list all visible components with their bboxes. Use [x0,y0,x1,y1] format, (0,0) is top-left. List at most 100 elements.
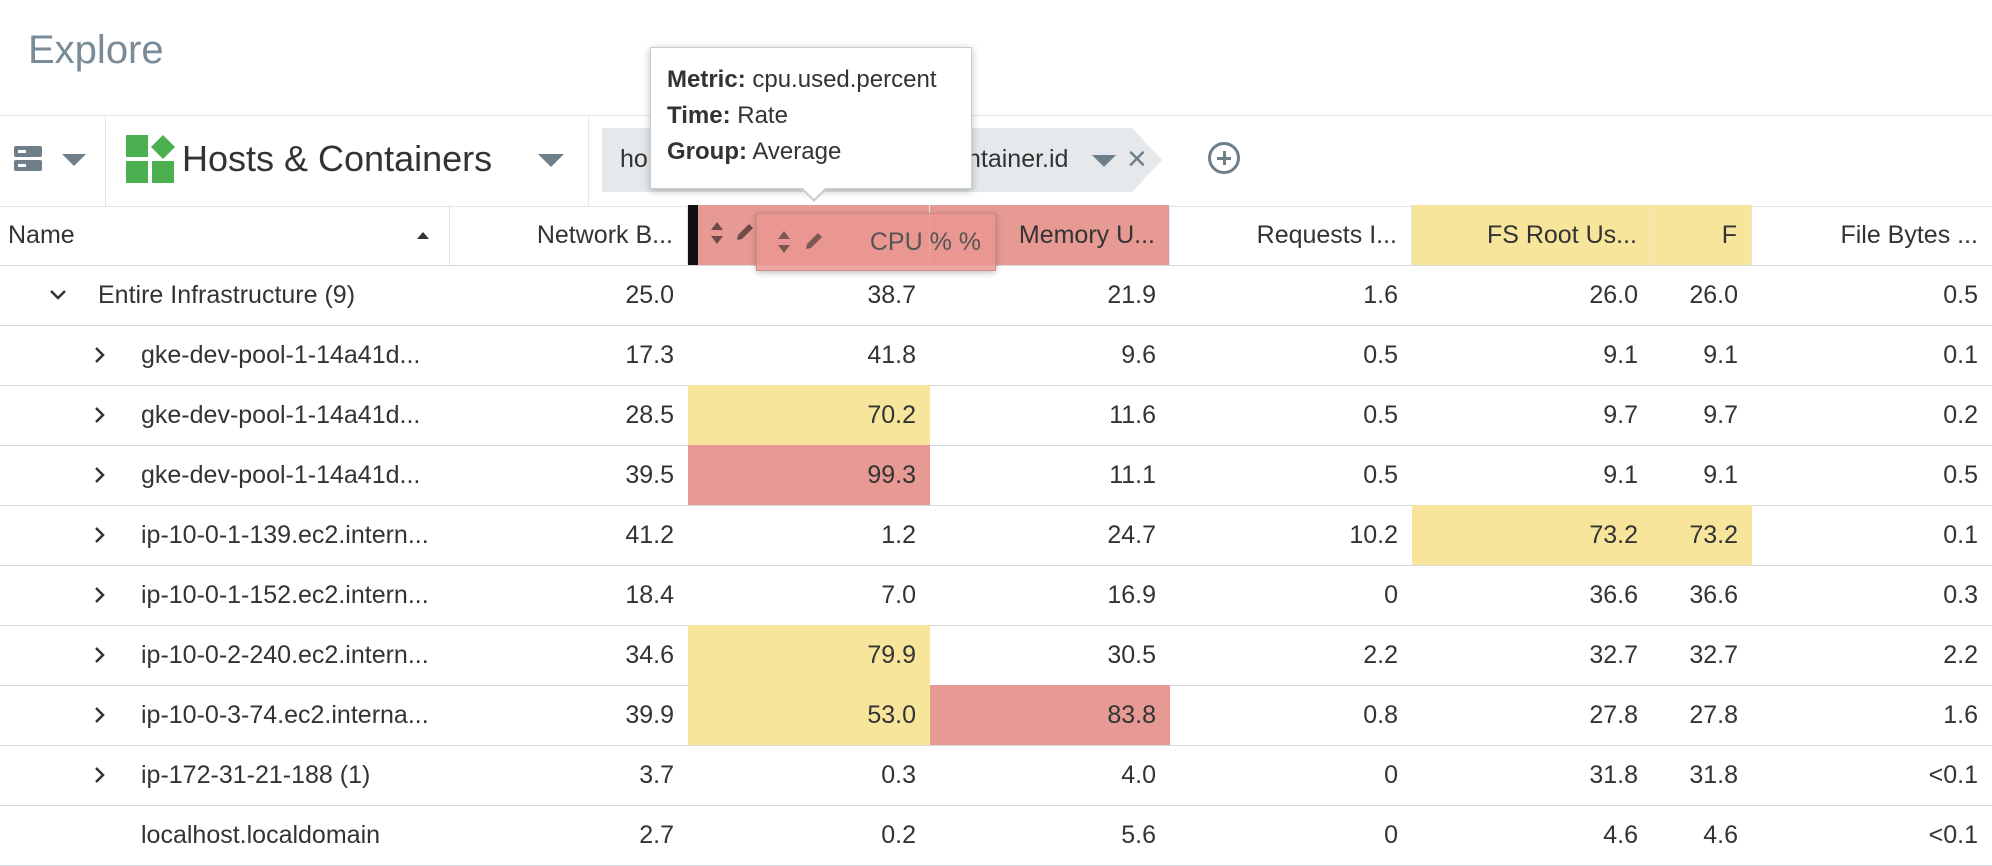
table-row[interactable]: localhost.localdomain 2.7 0.2 5.6 0 4.6 4.6 <0.… [0,805,1992,866]
chevron-right-icon[interactable] [84,445,114,505]
metric-cell: 28.5 [625,401,674,429]
metric-cell: 32.7 [1589,641,1638,669]
metric-cell: 0.5 [1943,281,1978,309]
column-header-label: Network B... [536,221,673,249]
data-source-label: Hosts & Containers [182,138,493,179]
table-row[interactable]: Entire Infrastructure (9) 25.0 38.7 21.9 1.6… [0,265,1992,326]
row-name[interactable]: gke-dev-pool-1-14a41d... [141,461,421,489]
chevron-right-icon[interactable] [84,385,114,445]
tooltip-time-value: Rate [737,102,788,129]
metric-cell: 4.0 [1121,761,1156,789]
metric-cell: 99.3 [688,445,930,505]
chevron-right-icon[interactable] [84,565,114,625]
metric-cell: 0.5 [1363,401,1398,429]
row-name[interactable]: ip-10-0-2-240.ec2.intern... [141,641,429,669]
sort-icon[interactable] [710,221,724,245]
table-row[interactable]: gke-dev-pool-1-14a41d... 17.3 41.8 9.6 0.5 9.… [0,325,1992,386]
table-row[interactable]: gke-dev-pool-1-14a41d... 28.5 70.2 11.6 0.5 9… [0,385,1992,446]
chevron-right-icon[interactable] [84,325,114,385]
row-name[interactable]: ip-10-0-1-152.ec2.intern... [141,581,429,609]
metric-cell: 10.2 [1349,521,1398,549]
sort-icon [778,231,790,253]
chevron-down-icon[interactable] [1092,155,1116,167]
metric-cell: 0 [1384,581,1398,609]
column-header-network[interactable]: Network B... [450,205,688,265]
metric-cell: 26.0 [1689,281,1738,309]
metric-cell: 0.3 [1943,581,1978,609]
column-header-file-bytes[interactable]: File Bytes ... [1752,205,1992,265]
column-header-requests[interactable]: Requests I... [1170,205,1412,265]
pencil-icon[interactable] [734,221,756,243]
row-name[interactable]: ip-10-0-1-139.ec2.intern... [141,521,429,549]
tooltip-time-label: Time: [667,102,731,129]
tooltip-arrow-fill [802,187,826,199]
chevron-down-icon[interactable] [62,154,86,166]
row-name[interactable]: gke-dev-pool-1-14a41d... [141,341,421,369]
metric-cell: 1.6 [1363,281,1398,309]
toolbar: Hosts & Containers ho ntainer.id × [0,115,1992,207]
metric-cell: 31.8 [1689,761,1738,789]
column-header-fs-secondary[interactable]: F [1652,205,1752,265]
chevron-right-icon[interactable] [84,505,114,565]
metric-cell: 3.7 [639,761,674,789]
metric-cell: 39.5 [625,461,674,489]
metric-cell: 41.8 [867,341,916,369]
row-name[interactable]: localhost.localdomain [141,821,381,849]
metric-cell: 18.4 [625,581,674,609]
table-row[interactable]: gke-dev-pool-1-14a41d... 39.5 99.3 11.1 0.5 9… [0,445,1992,506]
metric-cell: 73.2 [1412,505,1652,565]
column-header-name[interactable]: Name [0,205,450,265]
column-drop-indicator [688,205,698,265]
row-name[interactable]: ip-172-31-21-188 (1) [141,761,371,789]
name-cell: Entire Infrastructure (9) [0,265,450,325]
metric-cell: 27.8 [1589,701,1638,729]
metric-cell: 0.5 [1363,341,1398,369]
name-cell: gke-dev-pool-1-14a41d... [0,325,450,385]
row-name[interactable]: ip-10-0-3-74.ec2.interna... [141,701,429,729]
name-cell: ip-172-31-21-188 (1) [0,745,450,805]
metric-cell: 1.2 [881,521,916,549]
add-grouping-icon[interactable] [1208,142,1240,174]
name-cell: ip-10-0-1-139.ec2.intern... [0,505,450,565]
metric-cell: 26.0 [1589,281,1638,309]
close-icon[interactable]: × [1127,140,1147,178]
dragged-column-header[interactable]: CPU % % [756,213,996,271]
metric-cell: 1.6 [1943,701,1978,729]
chevron-right-icon[interactable] [84,745,114,805]
metric-cell: 9.1 [1703,341,1738,369]
metric-cell: 11.6 [1109,401,1156,429]
row-name[interactable]: Entire Infrastructure (9) [98,281,356,309]
metric-cell: 9.1 [1603,341,1638,369]
column-header-label: F [1721,221,1737,249]
metric-cell: 30.5 [1107,641,1156,669]
column-header-fs-root[interactable]: FS Root Us... [1412,205,1652,265]
table-row[interactable]: ip-10-0-2-240.ec2.intern... 34.6 79.9 30.5 2… [0,625,1992,686]
metric-cell: 0.1 [1943,521,1978,549]
table-row[interactable]: ip-172-31-21-188 (1) 3.7 0.3 4.0 0 31.8 31.8 <0… [0,745,1992,806]
data-source-select[interactable]: Hosts & Containers [106,116,589,206]
metric-cell: 9.1 [1603,461,1638,489]
column-header-label: FS Root Us... [1486,221,1637,249]
grouping-chip-label-start: ho [620,145,648,173]
server-icon [14,146,42,171]
table-row[interactable]: ip-10-0-1-139.ec2.intern... 41.2 1.2 24.7 10… [0,505,1992,566]
chevron-down-icon[interactable] [42,265,72,325]
chevron-right-icon[interactable] [84,685,114,745]
chevron-down-icon[interactable] [538,154,564,167]
metric-cell: 36.6 [1589,581,1638,609]
column-header-label: Name [8,221,75,249]
tooltip-group-value: Average [752,138,842,165]
column-header-label: Requests I... [1256,221,1397,249]
row-name[interactable]: gke-dev-pool-1-14a41d... [141,401,421,429]
table-row[interactable]: ip-10-0-1-152.ec2.intern... 18.4 7.0 16.9 0 3… [0,565,1992,626]
metric-cell: 53.0 [688,685,930,745]
metric-cell: 7.0 [881,581,916,609]
metric-cell: 83.8 [930,685,1170,745]
view-switcher[interactable] [0,116,106,206]
metric-cell: 9.1 [1703,461,1738,489]
tooltip-group-label: Group: [667,138,747,165]
chevron-right-icon[interactable] [84,625,114,685]
pencil-icon [806,233,822,249]
table-row[interactable]: ip-10-0-3-74.ec2.interna... 39.9 53.0 83.8 0… [0,685,1992,746]
metric-cell: 0.5 [1363,461,1398,489]
